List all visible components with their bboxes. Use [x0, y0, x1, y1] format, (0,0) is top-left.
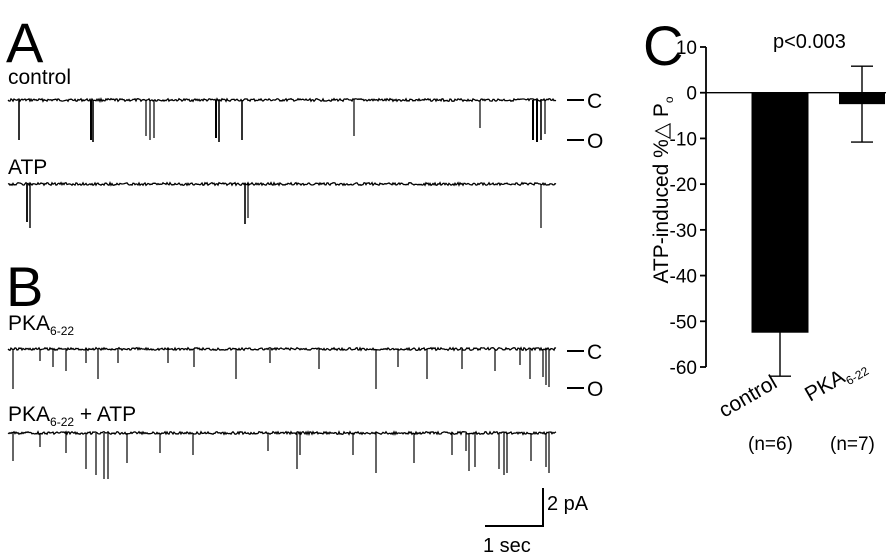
y-axis-title-main: ATP-induced %△ P [650, 103, 673, 283]
current-trace-control [7, 97, 557, 142]
panel-b-letter: B [6, 255, 43, 318]
trace-label-pka-atp-main: PKA [8, 403, 50, 426]
trace-label-atp: ATP [8, 156, 47, 179]
trace-baseline [7, 346, 557, 352]
closed-state-label-b: C [587, 341, 602, 364]
y-tick-label: -30 [670, 221, 697, 242]
category-label-pka-main: PKA [801, 365, 849, 406]
current-trace-atp [7, 180, 557, 228]
n-label-control: (n=6) [748, 434, 793, 455]
y-tick-label: -20 [670, 175, 697, 196]
current-trace-pka-atp [7, 430, 557, 479]
trace-label-pka-sub: 6-22 [50, 324, 74, 338]
trace-label-pka: PKA6-22 [8, 312, 74, 338]
y-tick-label: 0 [686, 84, 697, 105]
panel-c-letter: C [643, 14, 683, 77]
trace-baseline [7, 97, 557, 103]
current-trace-pka [7, 346, 557, 389]
y-axis-title: ATP-induced %△ Po [650, 96, 676, 283]
trace-label-pka-atp: PKA6-22 + ATP [8, 403, 136, 429]
y-tick-label: 10 [676, 38, 697, 59]
y-axis-title-sub: o [662, 96, 676, 103]
y-tick-label: -60 [670, 358, 697, 379]
p-value-annotation: p<0.003 [773, 31, 846, 53]
n-label-pka: (n=7) [830, 434, 875, 455]
scale-time-label: 1 sec [483, 535, 531, 556]
category-label-pka: PKA6-22 [801, 353, 871, 409]
y-tick-label: -50 [670, 312, 697, 333]
bar-chart: 10 0 -10 -20 -30 -40 -50 -60 [670, 38, 886, 379]
closed-state-label-a: C [587, 90, 602, 113]
category-label-control: control [715, 371, 781, 422]
y-tick-label: -10 [670, 129, 697, 150]
trace-baseline [7, 430, 557, 437]
y-tick-label: -40 [670, 267, 697, 288]
open-state-label-b: O [587, 378, 603, 401]
trace-baseline [7, 180, 557, 187]
panel-a-letter: A [6, 11, 44, 74]
scale-current-label: 2 pA [547, 493, 589, 515]
trace-label-control: control [8, 66, 71, 89]
trace-label-pka-main: PKA [8, 312, 50, 335]
trace-label-pka-atp-sub: 6-22 [50, 415, 74, 429]
scale-bar [485, 488, 544, 527]
open-state-label-a: O [587, 130, 603, 153]
category-label-pka-sub: 6-22 [843, 364, 871, 388]
trace-label-pka-atp-suffix: + ATP [74, 403, 136, 426]
